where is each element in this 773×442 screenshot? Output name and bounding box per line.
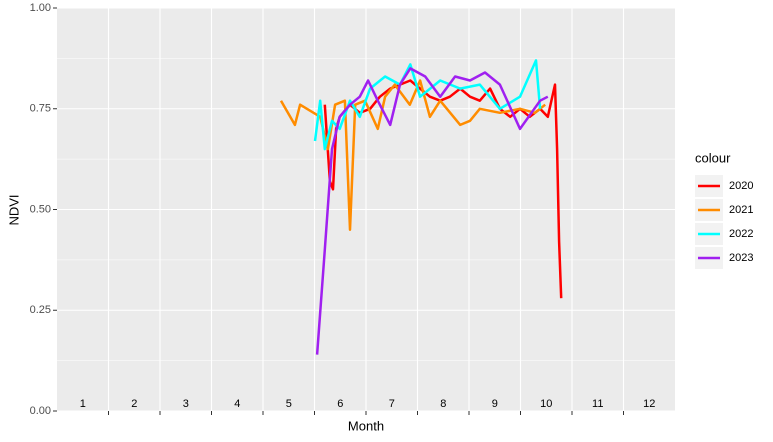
month-label: 7 [389, 398, 395, 410]
y-tick-label: 1.00 [30, 2, 51, 14]
month-label: 11 [592, 398, 603, 410]
y-tick-label: 0.25 [30, 304, 51, 316]
month-label: 9 [492, 398, 498, 410]
month-label: 12 [643, 398, 655, 410]
y-tick-label: 0.00 [30, 405, 51, 417]
month-label: 1 [80, 398, 86, 410]
y-tick-label: 0.75 [30, 103, 51, 115]
legend-title: colour [695, 150, 731, 165]
month-label: 8 [440, 398, 446, 410]
month-label: 5 [286, 398, 292, 410]
series-line [315, 67, 549, 355]
month-label: 4 [234, 398, 240, 410]
legend-label: 2022 [729, 228, 753, 240]
month-label: 6 [337, 398, 343, 410]
y-tick-label: 0.50 [30, 203, 51, 215]
x-axis-title: Month [348, 418, 384, 433]
month-label: 10 [540, 398, 552, 410]
y-axis-title: NDVI [6, 194, 21, 225]
legend-label: 2023 [729, 252, 753, 264]
month-label: 3 [183, 398, 189, 410]
legend-label: 2021 [729, 204, 753, 216]
legend-label: 2020 [729, 180, 753, 192]
month-label: 2 [131, 398, 137, 410]
